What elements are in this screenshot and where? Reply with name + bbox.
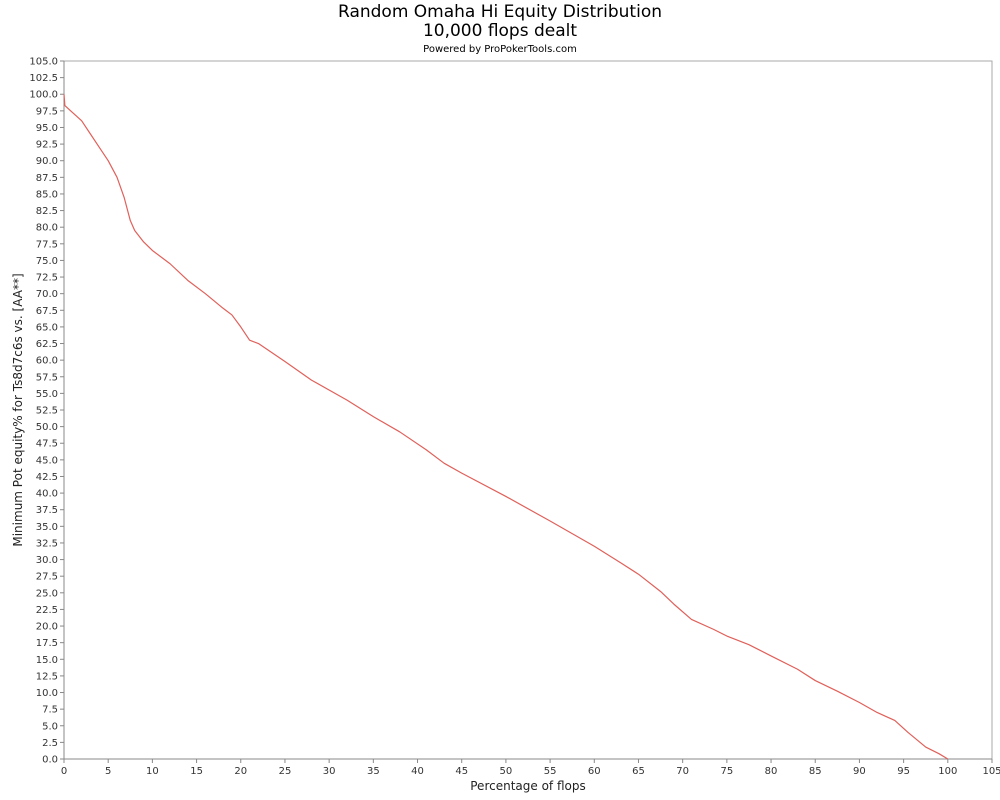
y-tick-label: 42.5 [36,472,58,483]
y-tick-label: 85.0 [36,189,58,200]
y-tick-label: 37.5 [36,505,58,516]
y-tick-label: 35.0 [36,522,58,533]
y-tick-label: 25.0 [36,588,58,599]
x-tick-label: 10 [146,766,159,777]
y-axis-ticks: 0.0 2.5 5.0 7.5 10.0 12.5 15.0 17.5 20.0 22.5 25.0… [29,57,64,766]
y-tick-label: 32.5 [36,538,58,549]
x-tick-label: 60 [588,766,601,777]
x-tick-label: 50 [500,766,513,777]
chart-subtitle: Powered by ProPokerTools.com [423,44,577,55]
y-tick-label: 80.0 [36,223,58,234]
x-tick-label: 70 [676,766,689,777]
axes [63,60,993,760]
y-tick-label: 95.0 [36,123,58,134]
x-tick-label: 5 [105,766,111,777]
x-tick-label: 90 [853,766,866,777]
x-tick-label: 15 [190,766,203,777]
y-tick-label: 82.5 [36,206,58,217]
y-tick-label: 47.5 [36,439,58,450]
y-tick-label: 12.5 [36,671,58,682]
x-tick-label: 25 [279,766,292,777]
x-tick-label: 40 [411,766,424,777]
y-tick-label: 27.5 [36,572,58,583]
y-axis-label: Minimum Pot equity% for Ts8d7c6s vs. [AA… [11,273,25,546]
y-tick-label: 97.5 [36,106,58,117]
x-tick-label: 100 [938,766,957,777]
x-tick-label: 65 [632,766,645,777]
x-tick-label: 55 [544,766,557,777]
y-tick-label: 57.5 [36,372,58,383]
x-tick-label: 30 [323,766,336,777]
y-tick-label: 45.0 [36,455,58,466]
x-tick-label: 85 [809,766,822,777]
y-tick-label: 65.0 [36,322,58,333]
x-axis-ticks: 0 5 10 15 20 25 30 35 40 45 50 55 60 65 70 75 80 85 90 95 10… [61,759,1000,777]
chart-title-line2: 10,000 flops dealt [423,21,577,41]
y-tick-label: 77.5 [36,239,58,250]
x-tick-label: 75 [720,766,733,777]
y-tick-label: 30.0 [36,555,58,566]
y-tick-label: 10.0 [36,688,58,699]
y-tick-label: 62.5 [36,339,58,350]
y-tick-label: 50.0 [36,422,58,433]
y-tick-label: 90.0 [36,156,58,167]
x-tick-label: 105 [982,766,1000,777]
y-tick-label: 87.5 [36,173,58,184]
y-tick-label: 0.0 [42,755,58,766]
chart-title: Random Omaha Hi Equity Distribution [338,2,662,22]
plot-area [63,60,993,760]
y-tick-label: 92.5 [36,140,58,151]
y-tick-label: 52.5 [36,406,58,417]
y-tick-label: 102.5 [29,73,58,84]
x-tick-label: 0 [61,766,67,777]
x-tick-label: 95 [897,766,910,777]
y-tick-label: 105.0 [29,57,58,68]
x-axis-label: Percentage of flops [470,779,585,793]
x-tick-label: 35 [367,766,380,777]
y-tick-label: 75.0 [36,256,58,267]
y-tick-label: 70.0 [36,289,58,300]
y-tick-label: 5.0 [42,721,58,732]
x-tick-label: 20 [234,766,247,777]
series-line [63,94,949,760]
y-tick-label: 15.0 [36,655,58,666]
y-tick-label: 72.5 [36,273,58,284]
series-group [63,94,949,760]
y-tick-label: 67.5 [36,306,58,317]
x-tick-label: 45 [455,766,468,777]
y-tick-label: 22.5 [36,605,58,616]
y-tick-label: 60.0 [36,356,58,367]
y-tick-label: 55.0 [36,389,58,400]
y-tick-label: 7.5 [42,705,58,716]
y-tick-label: 40.0 [36,489,58,500]
y-tick-label: 20.0 [36,622,58,633]
x-tick-label: 80 [765,766,778,777]
y-tick-label: 100.0 [29,90,58,101]
y-tick-label: 2.5 [42,738,58,749]
y-tick-label: 17.5 [36,638,58,649]
